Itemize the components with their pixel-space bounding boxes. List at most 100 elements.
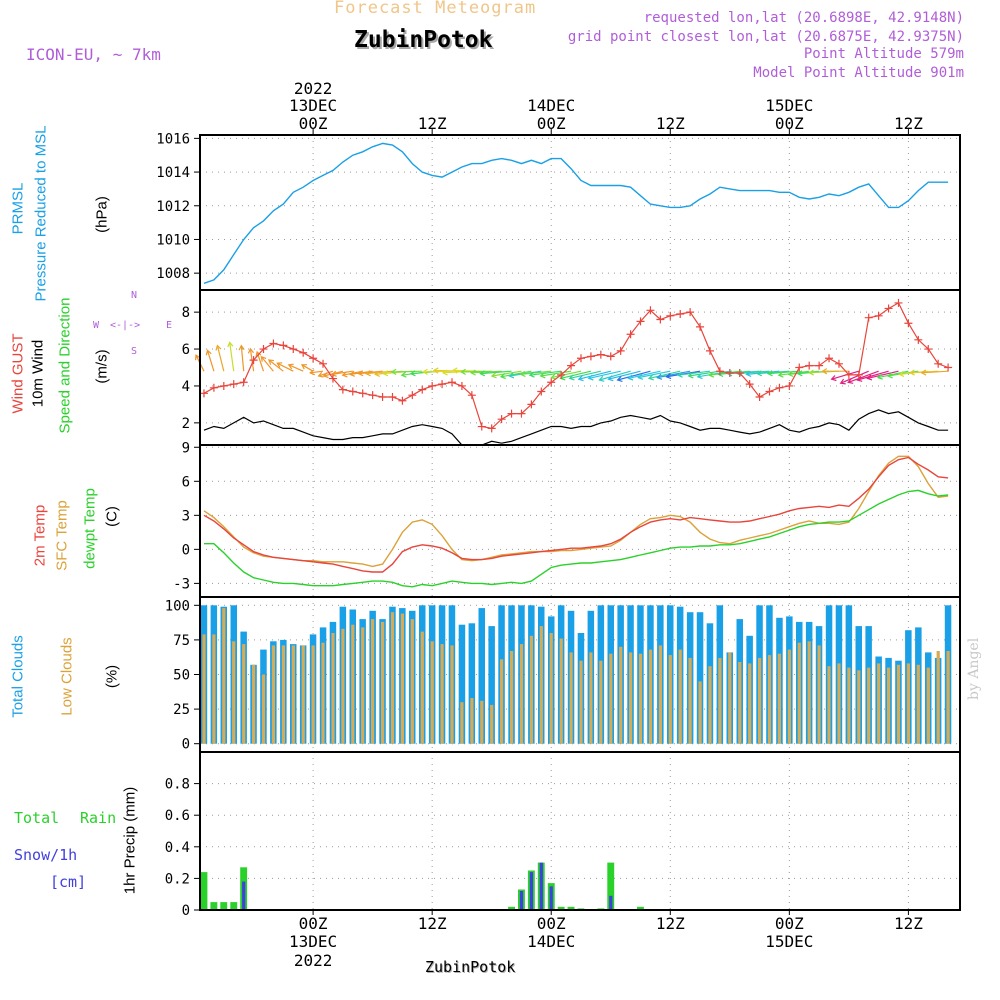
wind-arrow	[910, 370, 939, 374]
wind-arrow	[260, 356, 274, 372]
wind-arrow	[366, 370, 393, 375]
low-cloud-bar	[450, 645, 454, 744]
y-tick-label: 0.6	[165, 808, 190, 824]
wind-arrow-head	[587, 374, 594, 381]
low-cloud-bar	[787, 649, 791, 744]
low-cloud-bar	[926, 667, 930, 744]
low-cloud-bar	[470, 698, 474, 744]
gust-marker	[209, 383, 218, 392]
snow-bar	[519, 891, 524, 910]
gust-marker	[527, 400, 536, 409]
gust-marker	[378, 393, 387, 402]
wind-arrow-head	[598, 375, 605, 382]
wind-arrow-head	[745, 370, 752, 378]
low-cloud-bar	[589, 652, 593, 744]
wind-arrow-head	[357, 370, 364, 377]
clouds-panel	[200, 605, 952, 744]
low-cloud-bar	[341, 628, 345, 744]
wind-arrow	[608, 370, 641, 380]
low-cloud-bar	[311, 645, 315, 744]
wind-arrow-head	[195, 354, 201, 361]
low-cloud-bar	[519, 644, 524, 744]
wind-arrow	[638, 370, 671, 379]
wind-arrow	[628, 370, 661, 379]
wind-arrow	[206, 350, 215, 372]
y-tick-label: 1012	[156, 199, 190, 215]
wind-arrow	[599, 370, 631, 381]
gust-marker	[616, 346, 625, 355]
low-cloud-bar	[430, 641, 434, 744]
wind-arrow-head	[390, 368, 397, 376]
gust-marker	[507, 409, 516, 418]
time-label-bottom: 13DEC	[289, 932, 337, 951]
snow-bar	[242, 881, 246, 910]
gust-marker	[547, 378, 556, 387]
wind-arrow	[540, 370, 572, 377]
y-tick-label: 0.8	[165, 777, 190, 793]
low-cloud-bar	[261, 674, 266, 744]
wind-arrow-head	[470, 369, 476, 376]
wind-arrow-head	[330, 370, 337, 377]
wind-arrow-head	[364, 370, 371, 377]
gust-marker	[448, 378, 457, 387]
gust-marker	[348, 387, 357, 396]
gust-marker	[309, 354, 318, 363]
time-label-bottom: 12Z	[656, 914, 685, 933]
gust-marker	[805, 361, 814, 370]
wind-arrow-head	[550, 373, 557, 380]
compass-east: E	[166, 320, 173, 331]
temp-sfc-line	[203, 455, 949, 568]
gust-marker	[755, 393, 764, 402]
gust-marker	[567, 361, 576, 370]
wind-arrow-head	[886, 372, 893, 379]
low-cloud-bar	[490, 704, 494, 744]
gust-marker	[815, 361, 824, 370]
low-cloud-bar	[668, 655, 672, 744]
wind-arrow	[778, 370, 810, 376]
gust-marker	[299, 348, 308, 357]
time-label-bottom: 12Z	[894, 914, 923, 933]
low-cloud-bar	[946, 651, 950, 744]
gust-marker	[467, 391, 476, 400]
rain-bar	[200, 872, 208, 910]
total-cloud-bar	[478, 608, 485, 744]
rain-bar	[220, 902, 228, 910]
gust-line	[203, 302, 949, 430]
gust-marker	[477, 422, 486, 431]
y-tick-label: 1010	[156, 232, 190, 248]
low-cloud-bar	[460, 702, 464, 744]
compass-cross-icon: <-|->	[110, 320, 141, 331]
y-tick-label: 2	[182, 416, 190, 432]
wind-arrow	[520, 370, 552, 375]
wind-arrow-head	[300, 364, 307, 370]
gust-marker	[517, 409, 526, 418]
wind-arrow-head	[616, 375, 623, 382]
precip-panel	[200, 862, 644, 910]
point-altitude: Point Altitude 579m	[803, 46, 964, 62]
low-cloud-bar	[291, 645, 295, 744]
compass-west: W	[93, 320, 100, 331]
time-label-bottom: 2022	[294, 951, 333, 970]
wind-arrow-head	[876, 373, 883, 380]
low-cloud-bar	[222, 608, 226, 744]
wind-arrow-head	[717, 370, 724, 378]
low-cloud-bar	[738, 662, 742, 744]
rain-bar	[637, 906, 644, 910]
wind-arrow-head	[708, 371, 715, 378]
gust-marker	[844, 370, 853, 379]
wind-arrow	[560, 370, 592, 379]
gust-marker	[438, 380, 447, 389]
panel-frame	[199, 751, 961, 911]
wind-arrow-head	[808, 369, 815, 376]
low-cloud-bar	[678, 649, 682, 744]
low-cloud-bar	[648, 649, 653, 744]
gust-marker	[199, 389, 208, 398]
time-label-bottom: 00Z	[299, 914, 328, 933]
wind-arrow-head	[490, 372, 497, 379]
requested-coordinates: requested lon,lat (20.6898E, 42.9148N)	[643, 10, 964, 26]
rain-bar	[508, 906, 515, 910]
y-tick-label: 8	[182, 305, 190, 321]
wind-arrow	[480, 370, 512, 375]
